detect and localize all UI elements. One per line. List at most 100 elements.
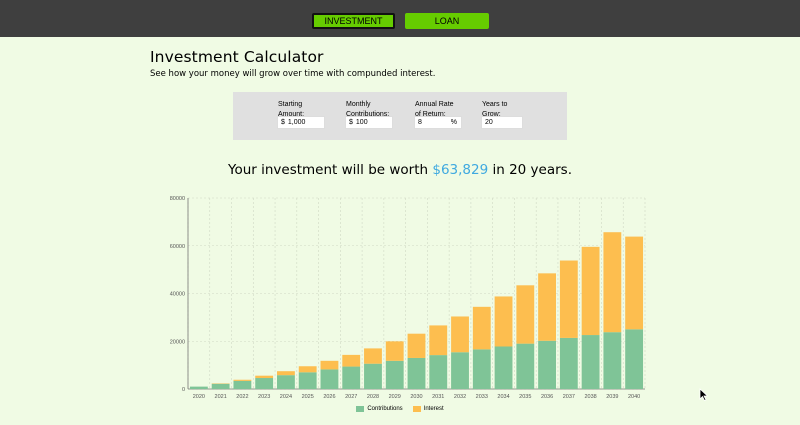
contributions-bar — [189, 386, 208, 389]
contributions-bar — [538, 340, 556, 389]
contributions-bar — [581, 335, 600, 389]
x-tick-label: 2030 — [410, 394, 422, 400]
x-tick-label: 2036 — [541, 394, 553, 400]
loan-tab-button[interactable]: LOAN — [405, 13, 489, 29]
legend-interest-label: Interest — [423, 406, 444, 412]
contributions-bar — [364, 363, 382, 389]
page-title: Investment Calculator — [150, 48, 324, 66]
annual-rate-label: Annual Rate of Return: — [415, 101, 454, 118]
interest-bar — [472, 306, 491, 350]
interest-bar — [559, 260, 578, 338]
interest-bar — [625, 236, 644, 330]
legend-interest[interactable]: Interest — [412, 406, 444, 412]
contributions-swatch — [356, 406, 365, 412]
contributions-bar — [625, 329, 644, 389]
mouse-cursor-icon — [699, 388, 709, 402]
contributions-bar — [451, 352, 469, 389]
x-tick-label: 2024 — [280, 394, 292, 400]
annual-rate-field: Annual Rate of Return: — [415, 100, 475, 120]
years-value: 20 — [485, 119, 493, 126]
legend-contributions-label: Contributions — [367, 406, 403, 412]
monthly-contributions-value: 100 — [355, 119, 368, 126]
contributions-bar — [516, 343, 535, 389]
x-tick-label: 2029 — [389, 394, 401, 400]
x-tick-label: 2031 — [432, 394, 444, 400]
starting-amount-input[interactable]: $ 1,000 — [277, 116, 325, 129]
years-label: Years to Grow: — [482, 101, 508, 118]
chart-legend: Contributions Interest — [0, 406, 800, 412]
interest-bar — [277, 371, 295, 376]
years-field: Years to Grow: — [482, 100, 542, 120]
starting-amount-label: Starting Amount: — [278, 101, 305, 118]
y-tick-label: 0 — [182, 387, 185, 393]
contributions-bar — [407, 357, 426, 389]
monthly-contributions-field: Monthly Contributions: — [346, 100, 406, 120]
x-tick-label: 2037 — [563, 394, 575, 400]
result-amount: $63,829 — [432, 162, 489, 178]
y-tick-label: 60000 — [170, 244, 185, 250]
x-tick-label: 2027 — [345, 394, 357, 400]
investment-tab-button[interactable]: INVESTMENT — [312, 13, 395, 29]
interest-bar — [494, 296, 513, 347]
x-tick-label: 2023 — [258, 394, 270, 400]
x-tick-label: 2028 — [367, 394, 379, 400]
legend-contributions[interactable]: Contributions — [356, 406, 403, 412]
contributions-bar — [233, 380, 252, 389]
interest-bar — [342, 354, 361, 367]
result-summary: Your investment will be worth $63,829 in… — [0, 162, 800, 178]
contributions-bar — [559, 337, 578, 389]
interest-bar — [320, 360, 339, 370]
annual-rate-value: 8 — [418, 119, 422, 126]
calculator-form: Starting Amount: $ 1,000 Monthly Contribut… — [233, 92, 567, 140]
contributions-bar — [385, 360, 404, 389]
contributions-bar — [211, 383, 230, 389]
contributions-bar — [472, 349, 491, 389]
x-tick-label: 2020 — [193, 394, 205, 400]
x-tick-label: 2032 — [454, 394, 466, 400]
x-tick-label: 2039 — [606, 394, 618, 400]
y-tick-label: 80000 — [170, 196, 185, 202]
top-nav-bar: INVESTMENT LOAN — [0, 0, 800, 37]
interest-bar — [429, 325, 448, 356]
contributions-bar — [298, 372, 317, 389]
dollar-prefix: $ — [349, 119, 353, 126]
x-tick-label: 2021 — [215, 394, 227, 400]
monthly-contributions-label: Monthly Contributions: — [346, 101, 390, 118]
interest-bar — [516, 285, 535, 344]
contributions-bar — [277, 375, 295, 389]
interest-bar — [364, 348, 382, 364]
interest-bar — [255, 375, 274, 379]
years-input[interactable]: 20 — [481, 116, 523, 129]
result-suffix: in 20 years. — [488, 162, 573, 178]
interest-bar — [603, 232, 622, 333]
starting-amount-value: 1,000 — [287, 119, 306, 126]
interest-bar — [233, 379, 252, 381]
starting-amount-field: Starting Amount: — [278, 100, 338, 120]
contributions-bar — [320, 369, 339, 389]
x-tick-label: 2038 — [584, 394, 596, 400]
interest-bar — [298, 366, 317, 373]
result-prefix: Your investment will be worth — [227, 162, 433, 178]
annual-rate-input[interactable]: 8 % — [414, 116, 462, 129]
x-tick-label: 2040 — [628, 394, 640, 400]
contributions-bar — [255, 378, 274, 389]
contributions-bar — [494, 346, 513, 389]
x-tick-label: 2035 — [519, 394, 531, 400]
x-tick-label: 2026 — [323, 394, 335, 400]
contributions-bar — [429, 355, 448, 389]
monthly-contributions-input[interactable]: $ 100 — [345, 116, 393, 129]
interest-bar — [581, 246, 600, 336]
contributions-bar — [603, 332, 622, 389]
interest-bar — [385, 341, 404, 361]
contributions-bar — [342, 366, 361, 389]
dollar-prefix: $ — [281, 119, 285, 126]
interest-bar — [407, 333, 426, 358]
percent-suffix: % — [450, 119, 457, 126]
y-tick-label: 40000 — [170, 292, 185, 298]
x-tick-label: 2022 — [236, 394, 248, 400]
page-subtitle: See how your money will grow over time w… — [150, 69, 436, 79]
interest-bar — [451, 316, 469, 353]
x-tick-label: 2034 — [497, 394, 509, 400]
interest-swatch — [412, 406, 421, 412]
